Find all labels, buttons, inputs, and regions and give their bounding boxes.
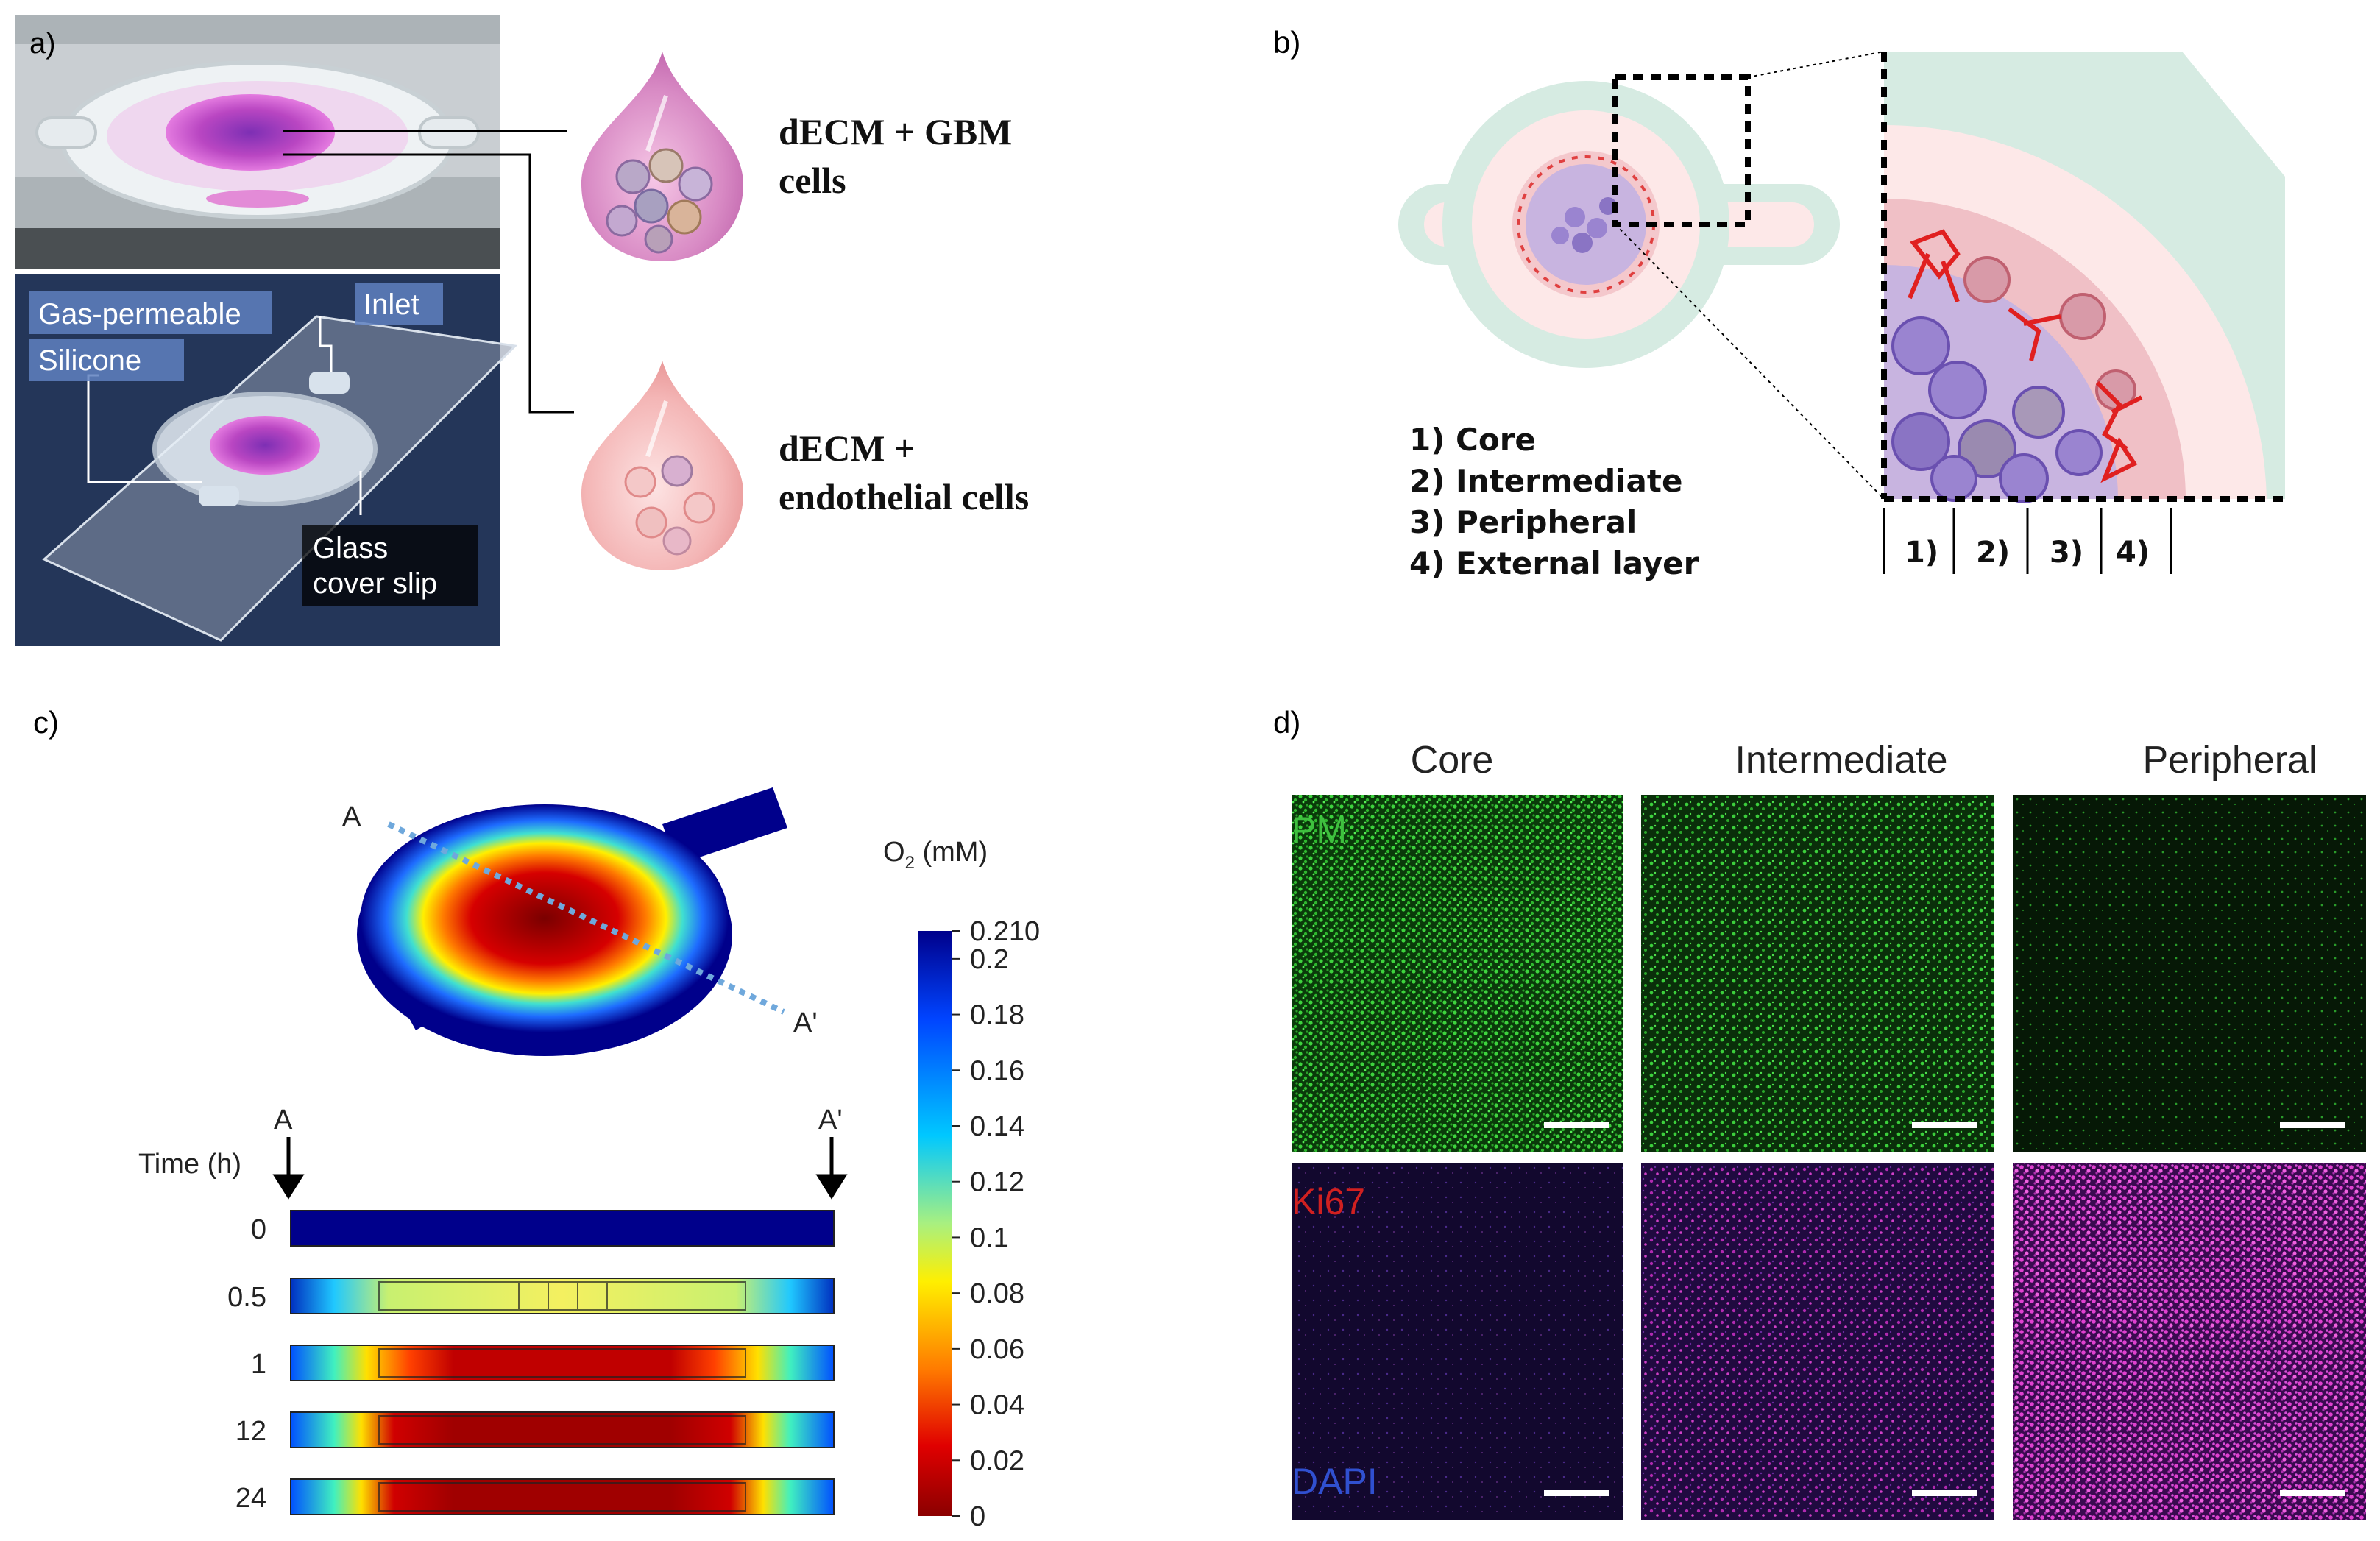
point-a-prime-top: A' [793,1007,818,1038]
time-bar-0 [290,1210,835,1247]
time-header: Time (h) [138,1149,241,1180]
svg-text:Inlet: Inlet [364,288,419,321]
zoom-box [1612,51,1885,500]
zone-2-label: 2) [1976,536,2010,570]
gas-permeable-label: Gas-permeable [29,291,272,334]
time-bar-12 [290,1411,835,1448]
drop2-line2: endothelial cells [779,476,1029,517]
time-label-24: 24 [235,1483,266,1514]
point-a-top: A [342,801,361,832]
silicone-label: Silicone [29,339,184,381]
colorbar-tick-label: 0.02 [970,1445,1024,1476]
inlet-label: Inlet [355,283,443,325]
zone-4-label: 4) [2116,536,2150,570]
panel-d-label: d) [1273,705,1300,740]
colorbar-tick-label: 0.16 [970,1055,1024,1086]
time-bar-24 [290,1478,835,1515]
gbm-drop-illustration [581,52,743,261]
colorbar [918,931,952,1516]
time-label-12: 12 [235,1416,266,1447]
colorbar-tick-label: 0.08 [970,1278,1024,1309]
panel-b: b) [1273,25,2285,581]
arrow-a-prime [815,1137,848,1200]
endothelial-drop-illustration [581,361,743,570]
oxygen-3d-dish [357,787,787,1056]
glass-cover-slip-label: Glass cover slip [302,525,478,606]
colorbar-tick-label: 0.18 [970,1000,1024,1031]
legend-intermediate: 2) Intermediate [1409,463,1682,499]
time-label-0.5: 0.5 [227,1282,266,1313]
time-label-0: 0 [251,1214,266,1245]
drop1-line1: dECM + GBM [779,111,1012,152]
time-label-1: 1 [251,1349,266,1380]
pm-intermediate-image [1641,795,1994,1152]
panel-c: c) A A' O2 (mM) 0.2100.20.180.160.140.12… [33,705,1040,1532]
zone-1-label: 1) [1905,536,1938,570]
zone-ruler [1883,508,2172,574]
colorbar-tick-label: 0 [970,1501,985,1532]
point-a-bottom: A [274,1105,293,1136]
scale-bars [1544,1122,2345,1496]
column-core: Core [1411,739,1494,782]
dapi-row-label: DAPI [1292,1461,1378,1502]
colorbar-tick-label: 0.2 [970,944,1009,975]
svg-text:Glass: Glass [313,532,388,564]
svg-text:cover slip: cover slip [313,567,437,600]
colorbar-tick-label: 0.04 [970,1390,1024,1421]
colorbar-tick-label: 0.210 [970,916,1040,947]
device-top-photo [15,15,500,269]
legend-core: 1) Core [1409,422,1536,458]
colorbar-tick-label: 0.1 [970,1222,1009,1253]
time-bar-0.5 [290,1278,835,1314]
time-bar-1 [290,1345,835,1381]
colorbar-title: O2 (mM) [883,837,988,873]
svg-text:Silicone: Silicone [38,344,141,377]
pm-row-label: PM [1292,810,1347,851]
colorbar-tick-label: 0.14 [970,1111,1024,1142]
zone-3-label: 3) [2050,536,2083,570]
drop1-line2: cells [779,160,846,201]
arrow-a [272,1137,305,1200]
ki67-intermediate-image [1641,1163,1994,1520]
panel-d: d) Core Intermediate Peripheral PM Ki67 … [1273,705,2366,1520]
point-a-prime-bottom: A' [818,1105,843,1136]
connector-lines [283,130,574,414]
pm-core-image [1292,795,1623,1152]
column-intermediate: Intermediate [1735,739,1947,782]
column-peripheral: Peripheral [2142,739,2317,782]
svg-text:Gas-permeable: Gas-permeable [38,298,241,330]
zoomed-layers [1881,52,2285,503]
pm-peripheral-image [2013,795,2366,1152]
legend-peripheral: 3) Peripheral [1409,504,1637,540]
ki67-peripheral-image [2013,1163,2366,1520]
drop2-line1: dECM + [779,428,915,469]
bar-inner-outlines [378,1281,746,1512]
panel-c-label: c) [33,705,59,740]
ki67-row-label: Ki67 [1292,1181,1365,1222]
panel-a: a) Gas-permeable Sil [15,15,1029,646]
colorbar-tick-label: 0.06 [970,1334,1024,1365]
panel-b-label: b) [1273,25,1300,60]
ki67-core-image [1292,1163,1623,1520]
colorbar-tick-label: 0.12 [970,1167,1024,1198]
legend-external-layer: 4) External layer [1409,545,1699,581]
panel-a-label: a) [29,27,56,60]
